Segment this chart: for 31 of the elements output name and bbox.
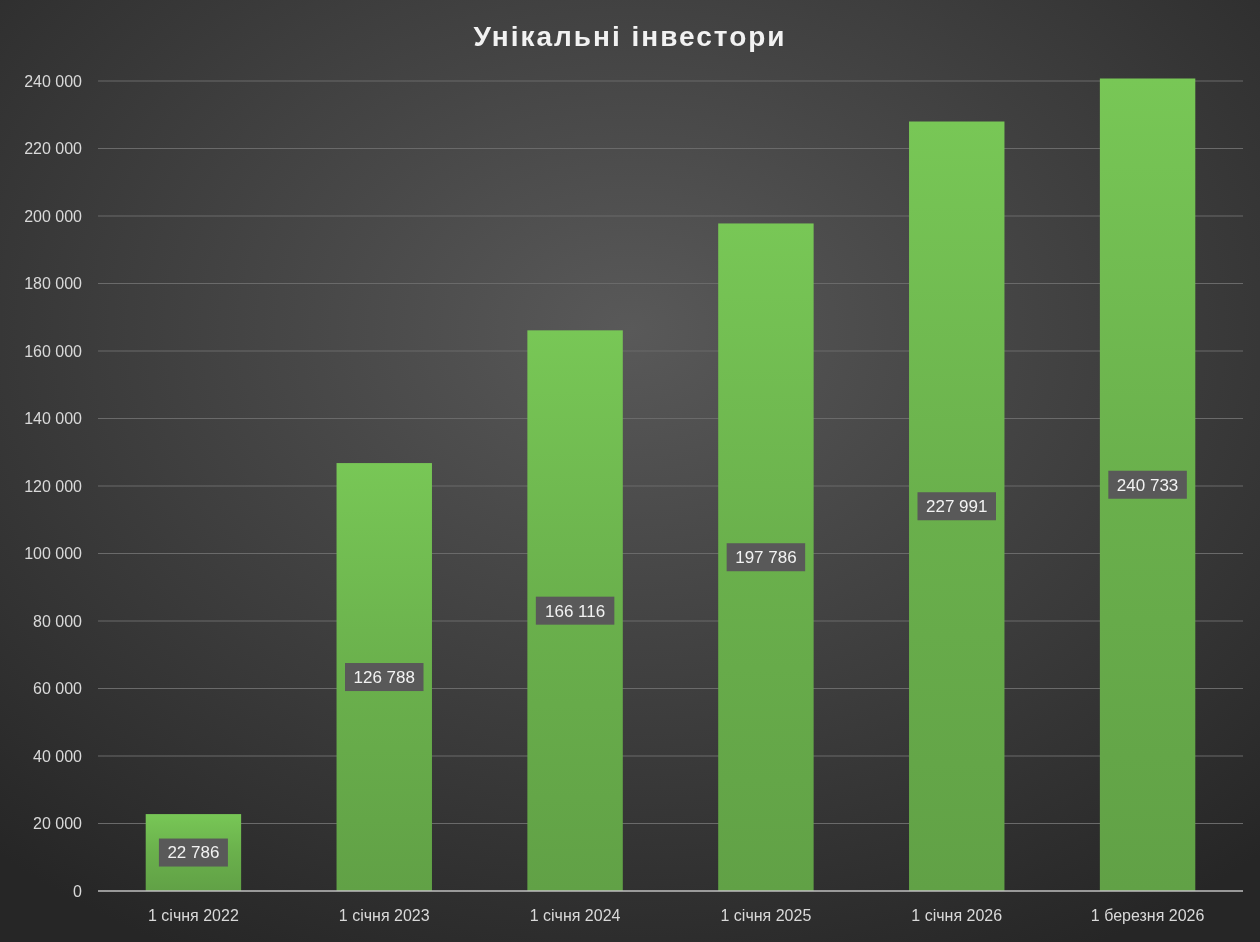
y-tick-label: 240 000 [24,72,83,90]
y-tick-label: 100 000 [24,545,83,563]
x-tick-label: 1 січня 2023 [338,907,430,924]
y-tick-label: 140 000 [24,410,83,428]
bar [909,121,1005,891]
y-tick-label: 40 000 [33,747,83,765]
y-tick-label: 0 [73,882,83,900]
data-label: 227 991 [926,497,988,517]
y-tick-label: 20 000 [33,815,83,833]
y-tick-label: 120 000 [24,477,83,495]
bar [336,463,432,891]
x-tick-label: 1 січня 2026 [911,907,1003,924]
data-label: 166 116 [544,601,606,621]
x-tick-label: 1 січня 2022 [148,907,239,924]
data-label: 240 733 [1116,475,1179,495]
y-tick-label: 180 000 [24,275,83,293]
x-tick-label: 1 січня 2025 [720,907,812,924]
bar [718,223,814,891]
chart-title: Унікальні інвестори [473,21,787,52]
data-label: 197 786 [735,548,797,568]
bar [527,330,623,891]
data-label: 22 786 [167,843,220,863]
y-tick-label: 220 000 [24,140,83,158]
y-tick-label: 60 000 [33,680,83,698]
data-label: 126 788 [353,667,415,687]
y-tick-label: 80 000 [33,612,83,630]
x-tick-label: 1 березня 2026 [1090,907,1205,924]
y-tick-label: 160 000 [24,342,83,360]
x-tick-label: 1 січня 2024 [529,907,621,924]
bar [1099,78,1196,891]
y-tick-label: 200 000 [24,207,83,225]
